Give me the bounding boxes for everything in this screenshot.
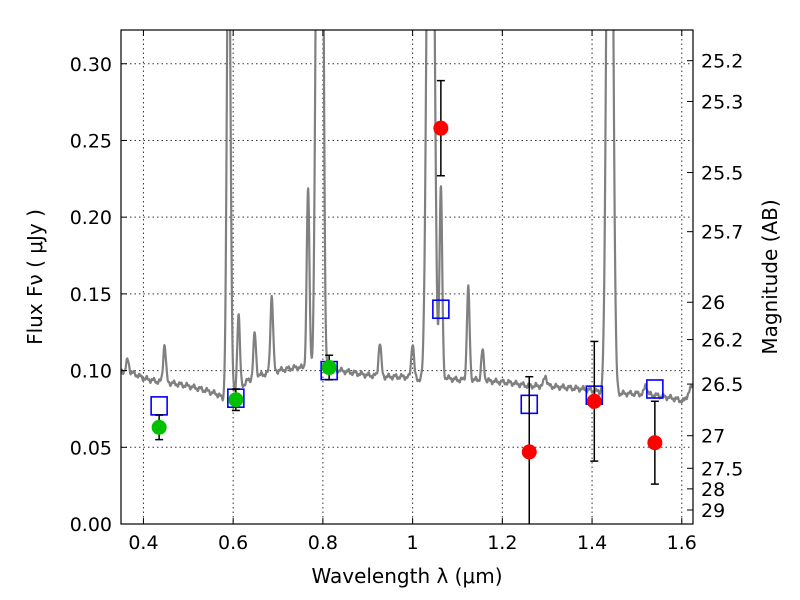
x-tick-label: 1.6	[667, 532, 697, 554]
model-square-point	[432, 299, 450, 320]
x-tick-label: 1.2	[487, 532, 517, 554]
x-tick-label: 1.4	[577, 532, 607, 554]
y2-tick-label: 25.2	[701, 51, 743, 73]
y2-axis-label: Magnitude (AB)	[758, 199, 782, 354]
y-tick-label: 0.25	[70, 130, 112, 152]
red-data-point	[433, 120, 449, 136]
green-data-point	[151, 419, 167, 435]
y-tick-label: 0.30	[70, 54, 112, 76]
y-tick-label: 0.05	[70, 437, 112, 459]
y2-tick-label: 25.7	[701, 222, 743, 244]
y2-tick-label: 25.5	[701, 163, 743, 185]
y2-tick-label: 26.5	[701, 374, 743, 396]
y-tick-label: 0.20	[70, 207, 112, 229]
x-tick-label: 0.8	[308, 532, 338, 554]
x-tick-label: 1	[407, 532, 419, 554]
spectrum-line	[121, 30, 693, 404]
green-data-point	[228, 392, 244, 408]
plot-area	[121, 30, 693, 524]
grid	[121, 30, 693, 525]
model-square-point	[646, 379, 664, 399]
y2-tick-label: 25.3	[701, 91, 743, 113]
axes-frame	[120, 29, 694, 525]
red-data-point	[521, 444, 537, 460]
x-axis-label: Wavelength λ (μm)	[311, 564, 502, 588]
y-tick-label: 0.15	[70, 284, 112, 306]
y2-tick-label: 28	[701, 479, 725, 501]
y-axis-label: Flux Fν ( μJy )	[23, 209, 47, 345]
y-tick-label: 0.10	[70, 361, 112, 383]
y-axis: 0.00 0.05 0.10 0.15 0.20 0.25 0.30	[70, 54, 127, 536]
y2-tick-label: 26.2	[701, 330, 743, 352]
green-data-point	[321, 360, 337, 376]
y-tick-label: 0.00	[70, 514, 112, 536]
red-data-point	[586, 393, 602, 409]
model-square-point	[150, 396, 168, 416]
x-tick-label: 0.6	[218, 532, 248, 554]
y2-tick-label: 27.5	[701, 458, 743, 480]
y2-tick-label: 29	[701, 500, 725, 522]
y2-tick-label: 27	[701, 426, 725, 448]
red-data-point	[647, 435, 663, 451]
x-tick-label: 0.4	[128, 532, 158, 554]
y2-tick-label: 26	[701, 292, 725, 314]
x-axis: 0.4 0.6 0.8 1 1.2 1.4 1.6	[128, 30, 697, 554]
